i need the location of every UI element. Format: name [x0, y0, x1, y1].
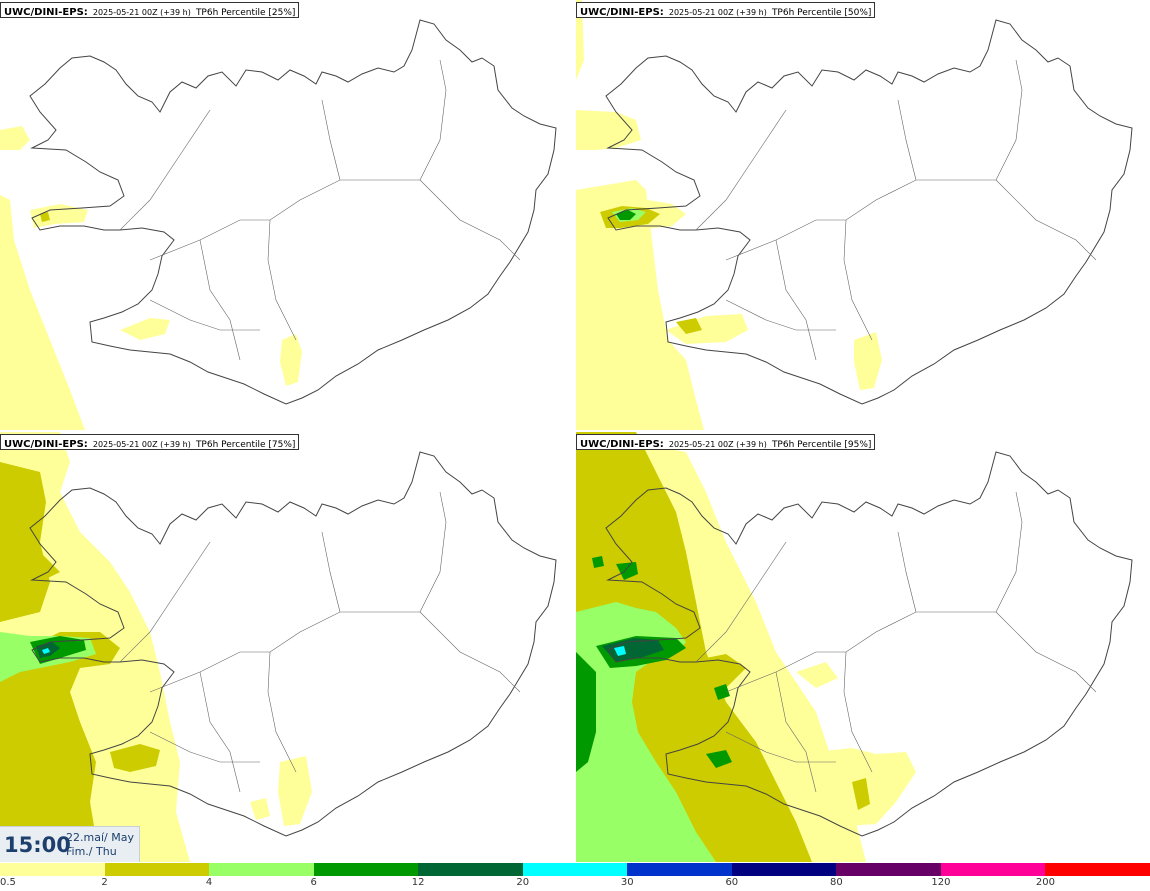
legend-swatch: [940, 863, 1046, 876]
parameter-label: TP6h Percentile [50%]: [771, 8, 872, 18]
legend-swatch: [104, 863, 210, 876]
run-time: 2025-05-21 00Z (+39 h): [668, 440, 767, 449]
legend-tick-label: 4: [205, 877, 213, 888]
iceland-coastline: [605, 451, 1133, 837]
precip-area-2mm: [110, 744, 160, 772]
iceland-coastline: [29, 451, 557, 837]
precip-area-12mm: [602, 638, 664, 662]
precip-map-p75: [0, 432, 557, 862]
iceland-coastline: [605, 19, 1133, 405]
precip-area-0-5mm: [576, 180, 704, 430]
legend-swatch: [418, 863, 524, 876]
precip-map-p95: [576, 432, 1133, 862]
legend-swatch: [731, 863, 837, 876]
precip-area-6mm: [706, 750, 732, 768]
panel-title: UWC/DINI-EPS: 2025-05-21 00Z (+39 h) TP6…: [576, 434, 876, 450]
precip-area-0-5mm: [576, 0, 584, 80]
precip-area-0-5mm: [30, 204, 88, 228]
valid-time-box: 15:00 22.maí/ May Fim./ Thu: [0, 826, 140, 862]
parameter-label: TP6h Percentile [95%]: [771, 440, 872, 450]
legend-swatch: [836, 863, 942, 876]
title-separator: :: [659, 439, 664, 450]
legend-swatch: [0, 863, 106, 876]
legend-tick-label: 200: [1035, 877, 1055, 888]
precip-area-2mm: [676, 318, 702, 334]
legend-tick-label: 0.5: [0, 877, 16, 888]
precip-area-6mm: [592, 556, 604, 568]
title-separator: :: [83, 7, 88, 18]
run-time: 2025-05-21 00Z (+39 h): [668, 8, 767, 17]
precip-map-p25: [0, 19, 557, 430]
region-boundaries: [119, 491, 521, 793]
valid-date-weekday: Fim./ Thu: [66, 845, 117, 858]
precip-area-2mm: [0, 552, 60, 582]
panel-title: UWC/DINI-EPS: 2025-05-21 00Z (+39 h) TP6…: [0, 2, 300, 18]
precip-area-2mm: [0, 632, 120, 862]
precip-color-legend: 0.5 2 4 6 12 20 30 60 80 120 200: [0, 862, 1150, 891]
parameter-label: TP6h Percentile [25%]: [195, 8, 296, 18]
precip-area-2mm: [40, 212, 50, 222]
legend-tick-label: 12: [411, 877, 425, 888]
valid-time: 15:00: [4, 833, 71, 857]
map-panel-p95: UWC/DINI-EPS: 2025-05-21 00Z (+39 h) TP6…: [576, 432, 1150, 862]
precip-area-0-5mm: [796, 662, 838, 688]
precip-area-0-5mm: [666, 314, 748, 344]
precip-area-20mm: [614, 646, 626, 656]
precip-area-0-5mm: [120, 318, 170, 340]
precip-area-0-5mm: [854, 332, 882, 390]
precip-area-6mm: [714, 684, 730, 700]
legend-swatch: [627, 863, 733, 876]
map-panel-p25: UWC/DINI-EPS: 2025-05-21 00Z (+39 h) TP6…: [0, 0, 575, 430]
precip-area-20mm: [42, 648, 50, 654]
model-name: UWC/DINI-EPS: [4, 439, 84, 450]
map-panel-p50: UWC/DINI-EPS: 2025-05-21 00Z (+39 h) TP6…: [576, 0, 1150, 430]
run-time: 2025-05-21 00Z (+39 h): [92, 440, 191, 449]
precip-area-0-5mm: [0, 126, 30, 150]
valid-date: 22.maí/ May Fim./ Thu: [66, 831, 134, 859]
run-time: 2025-05-21 00Z (+39 h): [92, 8, 191, 17]
legend-swatch: [209, 863, 315, 876]
parameter-label: TP6h Percentile [75%]: [195, 440, 296, 450]
precip-area-0-5mm: [0, 195, 85, 430]
region-boundaries: [695, 59, 1097, 361]
model-name: UWC/DINI-EPS: [580, 439, 660, 450]
precip-area-2mm: [852, 778, 870, 810]
panel-divider-horizontal: [0, 430, 1150, 432]
precip-map-p50: [576, 0, 1133, 430]
model-name: UWC/DINI-EPS: [580, 7, 660, 18]
precip-area-6mm: [616, 562, 638, 580]
legend-tick-label: 6: [310, 877, 317, 888]
precip-area-0-5mm: [250, 798, 270, 820]
legend-tick-label: 30: [620, 877, 634, 888]
legend-tick-label: 2: [101, 877, 108, 888]
legend-swatch: [1045, 863, 1150, 876]
region-boundaries: [119, 59, 521, 361]
panel-title: UWC/DINI-EPS: 2025-05-21 00Z (+39 h) TP6…: [576, 2, 876, 18]
model-name: UWC/DINI-EPS: [4, 7, 84, 18]
iceland-coastline: [29, 19, 557, 405]
precip-area-0-5mm: [278, 756, 312, 826]
precip-area-6mm: [576, 652, 596, 772]
legend-swatch: [522, 863, 628, 876]
legend-swatch: [313, 863, 419, 876]
panel-title: UWC/DINI-EPS: 2025-05-21 00Z (+39 h) TP6…: [0, 434, 300, 450]
valid-date-day: 22.maí/ May: [66, 831, 134, 844]
precip-area-0-5mm: [576, 110, 641, 150]
legend-tick-label: 20: [516, 877, 530, 888]
title-separator: :: [83, 439, 88, 450]
legend-tick-label: 60: [725, 877, 739, 888]
map-panel-p75: UWC/DINI-EPS: 2025-05-21 00Z (+39 h) TP6…: [0, 432, 575, 862]
title-separator: :: [659, 7, 664, 18]
region-boundaries: [695, 491, 1097, 793]
legend-tick-label: 120: [931, 877, 951, 888]
precip-area-0-5mm: [280, 334, 302, 386]
legend-tick-label: 80: [829, 877, 843, 888]
